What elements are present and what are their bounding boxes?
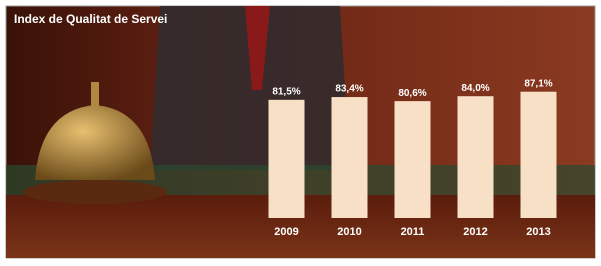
chart-title: Index de Qualitat de Servei — [14, 12, 167, 26]
bell-base — [23, 180, 167, 204]
value-label: 81,5% — [272, 86, 300, 97]
value-label: 83,4% — [335, 84, 363, 95]
bar — [521, 92, 557, 218]
page: Index de Qualitat de Servei 81,5% 2009 83,… — [0, 0, 601, 266]
x-tick-label: 2011 — [401, 226, 425, 238]
value-label: 84,0% — [461, 83, 489, 94]
chart: Index de Qualitat de Servei 81,5% 2009 83,… — [0, 0, 601, 266]
x-tick-label: 2009 — [274, 226, 298, 238]
bell-button — [91, 82, 99, 107]
bar — [395, 101, 431, 218]
x-tick-label: 2012 — [463, 226, 487, 238]
x-tick-label: 2010 — [337, 226, 361, 238]
bar — [332, 97, 368, 218]
x-tick-label: 2013 — [526, 226, 550, 238]
bar — [458, 96, 494, 218]
bar — [269, 100, 305, 218]
value-label: 87,1% — [524, 78, 552, 89]
value-label: 80,6% — [398, 88, 426, 99]
